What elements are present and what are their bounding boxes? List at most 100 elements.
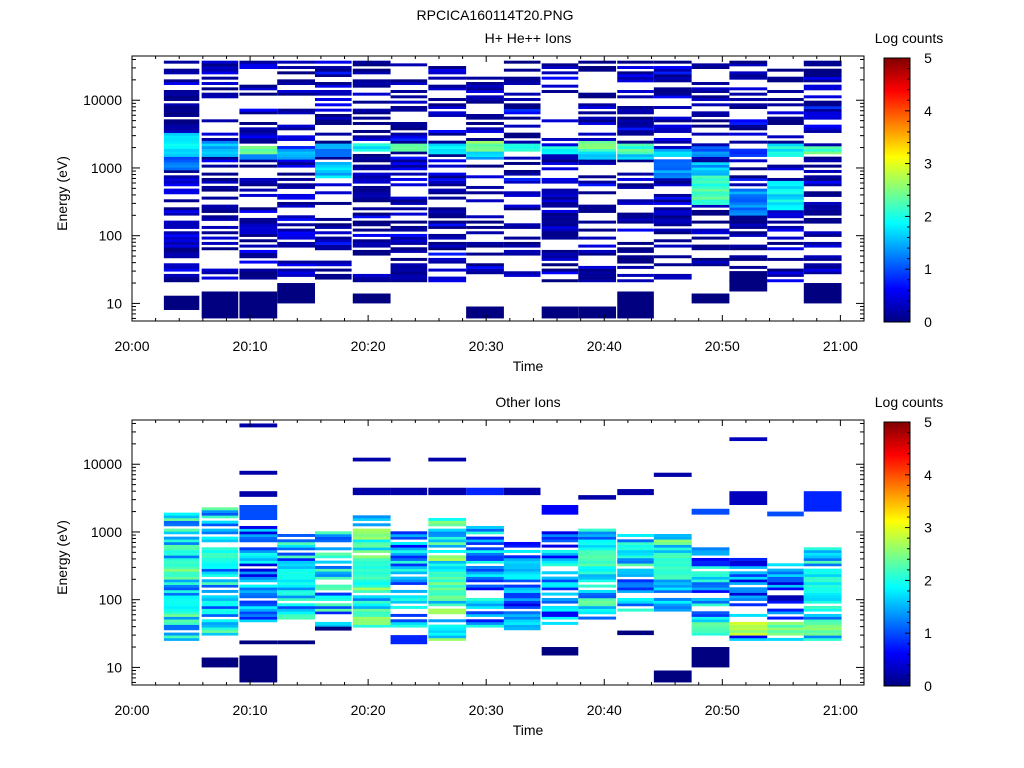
spectrogram-cell xyxy=(503,135,541,139)
spectrogram-cell xyxy=(578,579,617,583)
spectrogram-cell xyxy=(729,581,768,585)
spectrogram-cell xyxy=(767,209,804,213)
spectrogram-cell xyxy=(201,164,239,168)
spectrogram-cell xyxy=(803,268,842,272)
spectrogram-cell xyxy=(201,613,239,617)
spectrogram-cell xyxy=(541,576,579,580)
spectrogram-cell xyxy=(578,539,617,543)
spectrogram-cell xyxy=(428,257,467,261)
spectrogram-cell xyxy=(428,549,467,553)
spectrogram-cell xyxy=(503,571,541,575)
spectrogram-cell xyxy=(239,571,278,575)
spectrogram-cell xyxy=(390,600,428,604)
spectrogram-cell xyxy=(691,576,730,580)
spectrogram-cell xyxy=(767,511,804,517)
spectrogram-cell xyxy=(239,525,278,529)
spectrogram-cell xyxy=(466,525,504,529)
spectrogram-cell xyxy=(315,231,352,235)
spectrogram-cell xyxy=(653,544,692,548)
spectrogram-cell xyxy=(729,177,768,181)
spectrogram-cell xyxy=(390,263,428,267)
spectrogram-cell xyxy=(503,241,541,245)
spectrogram-cell xyxy=(428,268,467,272)
spectrogram-cell xyxy=(390,225,428,229)
spectrogram-cell xyxy=(729,225,768,229)
spectrogram-cell xyxy=(239,135,278,139)
spectrogram-cell xyxy=(691,95,730,99)
spectrogram-cell xyxy=(578,279,617,283)
spectrogram-cell xyxy=(767,627,804,631)
spectrogram-cell xyxy=(277,571,315,575)
spectrogram-cell xyxy=(466,87,504,91)
spectrogram-cell xyxy=(428,595,467,599)
spectrogram-cell xyxy=(541,597,579,601)
spectrogram-cell xyxy=(428,175,467,179)
spectrogram-cell xyxy=(201,565,239,569)
spectrogram-cell xyxy=(653,167,692,171)
spectrogram-cell xyxy=(466,156,504,160)
spectrogram-cell xyxy=(617,589,654,593)
spectrogram-cell xyxy=(390,571,428,575)
spectrogram-cell xyxy=(315,536,352,540)
spectrogram-cell xyxy=(541,156,579,160)
spectrogram-cell xyxy=(767,196,804,200)
spectrogram-cell xyxy=(767,257,804,261)
spectrogram-cell xyxy=(201,536,239,540)
spectrogram-cell xyxy=(466,231,504,235)
spectrogram-cell xyxy=(390,239,428,243)
spectrogram-cell xyxy=(352,555,391,559)
spectrogram-cell xyxy=(239,153,278,157)
spectrogram-cell xyxy=(691,621,730,625)
spectrogram-cell xyxy=(466,164,504,168)
spectrogram-cell xyxy=(352,557,391,561)
spectrogram-cell xyxy=(617,544,654,548)
spectrogram-cell xyxy=(803,204,842,208)
spectrogram-cell xyxy=(315,584,352,588)
spectrogram-cell xyxy=(503,579,541,583)
spectrogram-cell xyxy=(163,603,200,607)
spectrogram-cell xyxy=(352,563,391,567)
spectrogram-cell xyxy=(239,148,278,152)
y-tick-label: 10 xyxy=(106,295,122,311)
spectrogram-cell xyxy=(239,505,278,521)
x-tick-label: 20:30 xyxy=(469,338,504,354)
spectrogram-cell xyxy=(503,592,541,596)
spectrogram-cell xyxy=(503,560,541,564)
spectrogram-cell xyxy=(390,159,428,163)
spectrogram-cell xyxy=(163,637,200,641)
spectrogram-cell xyxy=(691,212,730,216)
spectrogram-cell xyxy=(503,605,541,609)
spectrogram-cell xyxy=(315,116,352,120)
spectrogram-cell xyxy=(803,151,842,155)
spectrogram-cell xyxy=(428,207,467,211)
spectrogram-cell xyxy=(541,608,579,612)
spectrogram-cell xyxy=(201,555,239,559)
spectrogram-cell xyxy=(767,563,804,567)
spectrogram-cell xyxy=(239,132,278,136)
spectrogram-cell xyxy=(277,111,315,115)
spectrogram-cell xyxy=(352,68,391,72)
spectrogram-cell xyxy=(201,156,239,160)
x-tick-label: 20:20 xyxy=(351,702,386,718)
spectrogram-cell xyxy=(653,199,692,203)
spectrogram-cell xyxy=(428,191,467,195)
spectrogram-cell xyxy=(466,244,504,248)
spectrogram-cell xyxy=(428,600,467,604)
spectrogram-cell xyxy=(201,276,239,280)
spectrogram-cell xyxy=(163,169,200,173)
spectrogram-cell xyxy=(163,236,200,240)
spectrogram-cell xyxy=(390,100,428,104)
colorbar-tick-label: 3 xyxy=(924,156,932,172)
spectrogram-cell xyxy=(163,249,200,253)
spectrogram-cell xyxy=(691,552,730,556)
spectrogram-cell xyxy=(466,143,504,147)
spectrogram-cell xyxy=(466,536,504,540)
spectrogram-cell xyxy=(503,544,541,548)
spectrogram-cell xyxy=(729,629,768,633)
spectrogram-cell xyxy=(163,581,200,585)
spectrogram-cell xyxy=(201,196,239,200)
spectrogram-cell xyxy=(541,271,579,275)
spectrogram-cell xyxy=(277,544,315,548)
spectrogram-cell xyxy=(578,565,617,569)
spectrogram-cell xyxy=(691,103,730,107)
